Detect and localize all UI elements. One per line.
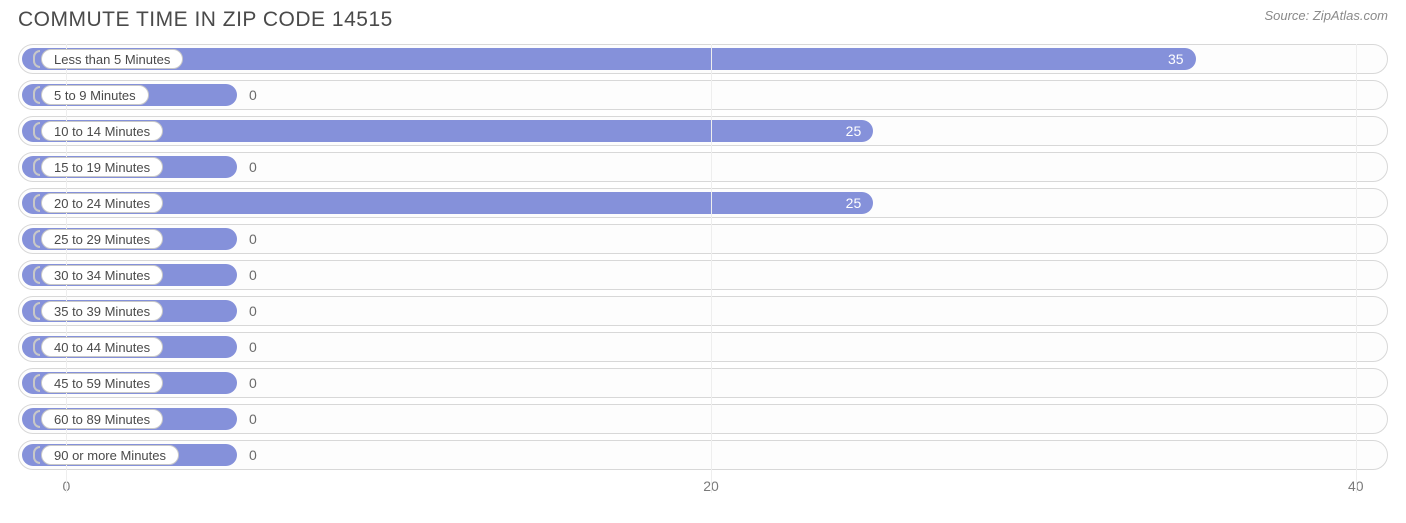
bar-value: 0 (249, 267, 257, 283)
bar-row: 0 35 to 39 Minutes (18, 296, 1388, 326)
bar-label: 15 to 19 Minutes (41, 157, 163, 177)
bar-row: 35 Less than 5 Minutes (18, 44, 1388, 74)
bar-row: 0 15 to 19 Minutes (18, 152, 1388, 182)
bar-value: 0 (249, 447, 257, 463)
chart-area: 35 Less than 5 Minutes 0 5 to 9 Minutes 25 10… (0, 36, 1406, 470)
bar-value: 25 (846, 195, 862, 211)
bar-label: 30 to 34 Minutes (41, 265, 163, 285)
bar-label: 90 or more Minutes (41, 445, 179, 465)
bar-label: 10 to 14 Minutes (41, 121, 163, 141)
bar-row: 0 60 to 89 Minutes (18, 404, 1388, 434)
bar-value: 0 (249, 87, 257, 103)
bar-value: 0 (249, 339, 257, 355)
source-attribution: Source: ZipAtlas.com (1264, 8, 1388, 23)
bar-value: 25 (846, 123, 862, 139)
bar-row: 0 45 to 59 Minutes (18, 368, 1388, 398)
bar-row: 0 90 or more Minutes (18, 440, 1388, 470)
bar-label: Less than 5 Minutes (41, 49, 183, 69)
bar-row: 0 40 to 44 Minutes (18, 332, 1388, 362)
bar-row: 0 30 to 34 Minutes (18, 260, 1388, 290)
bar-label: 20 to 24 Minutes (41, 193, 163, 213)
gridline (711, 44, 712, 493)
bar-value: 0 (249, 231, 257, 247)
bar-value: 35 (1168, 51, 1184, 67)
bar-label: 35 to 39 Minutes (41, 301, 163, 321)
bar-row: 0 25 to 29 Minutes (18, 224, 1388, 254)
bar-row: 25 10 to 14 Minutes (18, 116, 1388, 146)
x-axis: 02040 (18, 476, 1388, 502)
bar-row: 0 5 to 9 Minutes (18, 80, 1388, 110)
bar-value: 0 (249, 159, 257, 175)
bar-value: 0 (249, 303, 257, 319)
bar-row: 25 20 to 24 Minutes (18, 188, 1388, 218)
gridline (1356, 44, 1357, 493)
bar-label: 45 to 59 Minutes (41, 373, 163, 393)
bar-value: 0 (249, 375, 257, 391)
bar: 35 (22, 48, 1196, 70)
bar-label: 60 to 89 Minutes (41, 409, 163, 429)
bar-label: 40 to 44 Minutes (41, 337, 163, 357)
bar-value: 0 (249, 411, 257, 427)
bar-label: 5 to 9 Minutes (41, 85, 149, 105)
bar-label: 25 to 29 Minutes (41, 229, 163, 249)
chart-title: COMMUTE TIME IN ZIP CODE 14515 (18, 8, 393, 32)
